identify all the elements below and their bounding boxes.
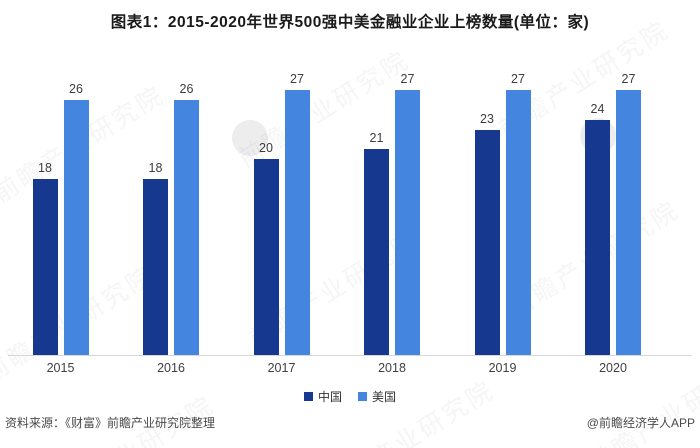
bar-美国-2017 (284, 90, 310, 355)
legend-label-usa: 美国 (372, 390, 397, 404)
bar-中国-2015 (32, 179, 58, 355)
x-axis-label-2017: 2017 (267, 361, 296, 375)
value-label-美国-2016: 26 (179, 82, 194, 96)
value-label-美国-2019: 27 (511, 72, 525, 86)
legend-item-usa: 美国 (358, 388, 396, 405)
value-label-中国-2017: 20 (259, 141, 273, 155)
value-label-中国-2018: 21 (369, 131, 384, 145)
value-label-美国-2015: 26 (69, 82, 83, 96)
value-label-美国-2017: 27 (290, 72, 304, 86)
bar-中国-2018 (364, 149, 389, 355)
bar-中国-2020 (585, 120, 610, 355)
bar-中国-2016 (143, 179, 168, 355)
value-label-中国-2019: 23 (480, 112, 494, 126)
bar-美国-2018 (395, 90, 420, 355)
bar-美国-2020 (616, 90, 641, 355)
source-text: 资料来源：《财富》前瞻产业研究院整理 (5, 416, 216, 430)
value-label-中国-2015: 18 (38, 161, 52, 175)
plot-area: 18 26 18 26 20 27 21 27 23 27 24 27 (0, 40, 700, 355)
legend-swatch-china-icon (303, 392, 313, 401)
value-label-中国-2016: 18 (148, 161, 163, 175)
chart-title: 图表1：2015-2020年世界500强中美金融业企业上榜数量(单位：家) (110, 14, 590, 31)
legend-swatch-usa-icon (358, 392, 367, 401)
bar-中国-2019 (474, 130, 500, 355)
bar-美国-2015 (63, 100, 89, 355)
bar-中国-2017 (253, 159, 279, 355)
value-label-美国-2020: 27 (621, 72, 636, 86)
x-axis-label-2020: 2020 (599, 361, 627, 375)
value-label-美国-2018: 27 (400, 72, 415, 86)
legend-item-china: 中国 (303, 388, 342, 405)
credit-text: @前瞻经济学人APP (586, 416, 695, 430)
bar-美国-2019 (505, 90, 531, 355)
x-axis-line (8, 355, 692, 356)
legend: 中国 美国 (0, 388, 700, 405)
value-label-中国-2020: 24 (590, 102, 605, 116)
legend-label-china: 中国 (317, 390, 342, 404)
x-axis-label-2018: 2018 (378, 361, 406, 375)
watermark-text: 前瞻产业研究院 (318, 375, 500, 448)
x-axis-label-2015: 2015 (46, 361, 75, 375)
x-axis-label-2016: 2016 (157, 361, 185, 375)
bar-美国-2016 (174, 100, 199, 355)
x-axis-label-2019: 2019 (488, 361, 517, 375)
